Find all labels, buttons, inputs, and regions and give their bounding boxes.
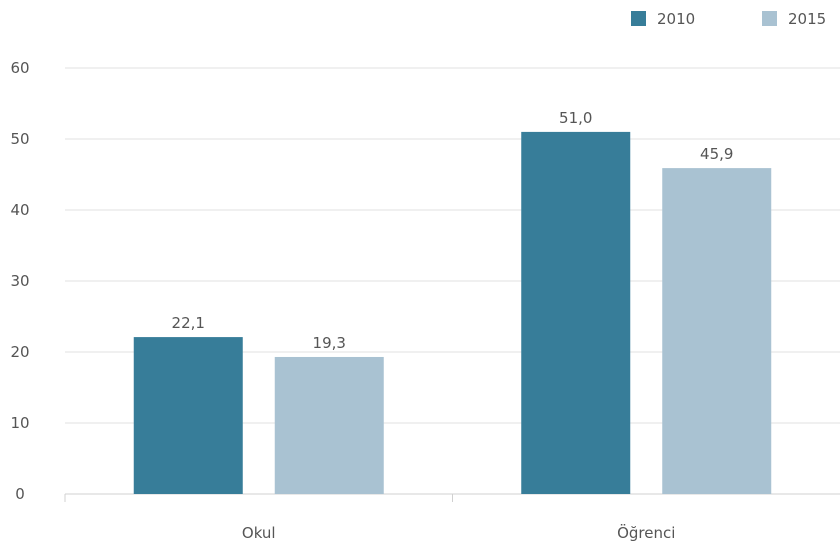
data-label: 51,0: [559, 109, 592, 127]
category-label: Okul: [242, 524, 276, 542]
legend-swatch-2015: [762, 11, 777, 26]
y-tick-label: 10: [10, 414, 29, 432]
legend-label: 2010: [657, 10, 695, 28]
data-label: 45,9: [700, 145, 733, 163]
legend-swatch-2010: [631, 11, 646, 26]
x-axis: Okul Öğrenci: [64, 493, 840, 542]
bar-2015-0: [274, 356, 384, 494]
y-tick-label: 0: [15, 485, 25, 503]
y-tick-label: 50: [10, 130, 29, 148]
bar-2015-1: [662, 168, 772, 495]
data-label: 22,1: [172, 314, 205, 332]
y-tick-label: 60: [10, 59, 29, 77]
y-axis: 0 10 20 30 40 50 60: [10, 59, 29, 503]
bar-2010-1: [521, 131, 631, 494]
y-tick-label: 20: [10, 343, 29, 361]
legend-label: 2015: [788, 10, 826, 28]
bars: 22,1 19,3 51,0 45,9: [133, 109, 772, 495]
bar-2010-0: [133, 337, 243, 494]
y-tick-label: 30: [10, 272, 29, 290]
data-label: 19,3: [313, 334, 346, 352]
category-label: Öğrenci: [617, 523, 675, 542]
legend: 2010 2015: [631, 10, 826, 28]
y-tick-label: 40: [10, 201, 29, 219]
